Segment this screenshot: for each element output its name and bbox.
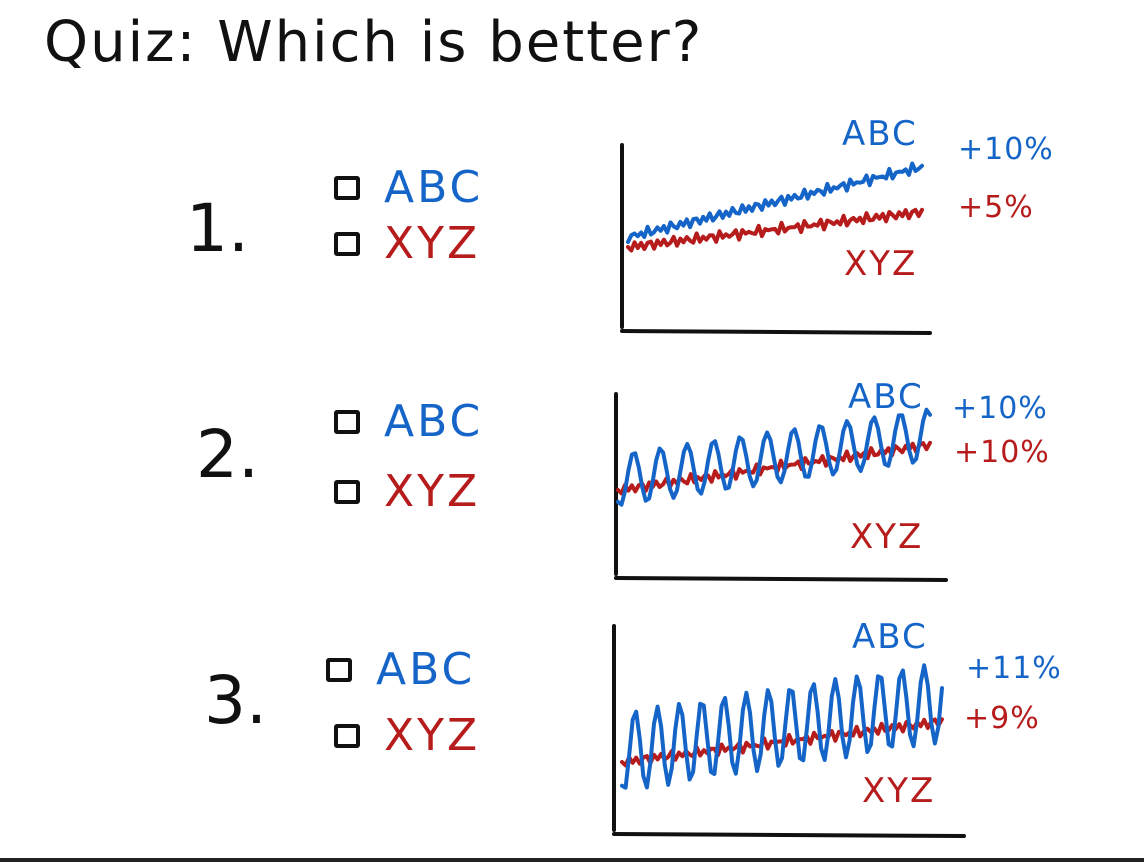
- checkbox[interactable]: [334, 724, 360, 748]
- question-3-option-xyz[interactable]: XYZ: [334, 714, 480, 758]
- option-label-xyz: XYZ: [384, 218, 481, 269]
- question-1-option-abc[interactable]: ABC: [334, 166, 483, 210]
- series-label-abc: ABC: [852, 617, 928, 657]
- series-line-abc: [620, 663, 944, 790]
- question-3-number: 3.: [204, 662, 267, 739]
- chart-2: XYZ +10% ABC +10%: [614, 377, 1050, 582]
- series-line-abc: [626, 161, 924, 244]
- series-label-xyz: XYZ: [850, 517, 923, 557]
- checkbox[interactable]: [334, 480, 360, 504]
- option-label-abc: ABC: [376, 644, 476, 695]
- question-2-option-abc[interactable]: ABC: [334, 400, 483, 444]
- page-title: Quiz: Which is better?: [44, 10, 704, 75]
- change-label-xyz: +10%: [954, 435, 1050, 470]
- bottom-rule: [0, 858, 1144, 862]
- checkbox[interactable]: [326, 658, 352, 682]
- chart-1: XYZ +5% ABC +10%: [620, 114, 1054, 335]
- series-label-xyz: XYZ: [862, 771, 935, 811]
- series-label-xyz: XYZ: [844, 244, 917, 284]
- series-label-abc: ABC: [842, 114, 918, 154]
- x-axis: [614, 576, 948, 582]
- checkbox[interactable]: [334, 232, 360, 256]
- series-line-xyz: [626, 207, 924, 253]
- question-1-number: 1.: [186, 190, 249, 267]
- x-axis: [612, 832, 966, 838]
- checkbox[interactable]: [334, 410, 360, 434]
- change-label-xyz: +5%: [958, 190, 1034, 225]
- x-axis: [620, 329, 932, 335]
- change-label-abc: +10%: [952, 391, 1048, 426]
- series-label-abc: ABC: [848, 377, 924, 417]
- checkbox[interactable]: [334, 176, 360, 200]
- question-2-number: 2.: [196, 416, 259, 493]
- series-line-abc: [616, 407, 932, 507]
- option-label-xyz: XYZ: [384, 710, 481, 761]
- change-label-abc: +10%: [958, 132, 1054, 167]
- question-1-option-xyz[interactable]: XYZ: [334, 222, 480, 266]
- option-label-xyz: XYZ: [384, 466, 481, 517]
- option-label-abc: ABC: [384, 396, 484, 447]
- chart-3: XYZ +9% ABC +11%: [612, 617, 1062, 838]
- change-label-xyz: +9%: [964, 701, 1040, 736]
- option-label-abc: ABC: [384, 162, 484, 213]
- question-2-option-xyz[interactable]: XYZ: [334, 470, 480, 514]
- change-label-abc: +11%: [966, 651, 1062, 686]
- question-3-option-abc[interactable]: ABC: [326, 648, 475, 692]
